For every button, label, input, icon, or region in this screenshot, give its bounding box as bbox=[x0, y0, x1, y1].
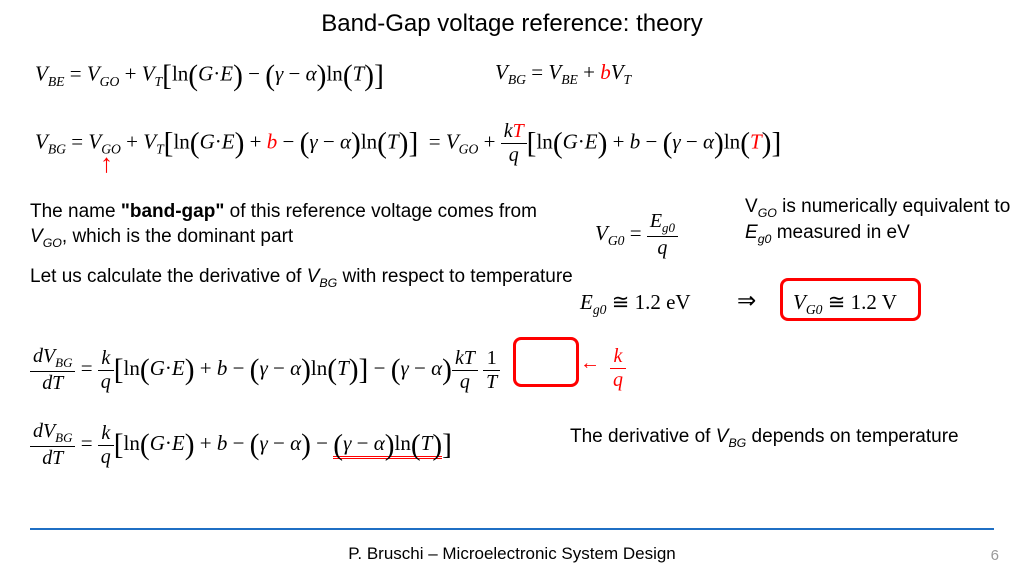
label-kq: kq bbox=[610, 345, 626, 392]
eq-vbg-expand: VBG = VGO + VT[ln(G·E) + b − (γ − α)ln(T… bbox=[35, 120, 781, 167]
eq-vg0: VG0 = Eg0q bbox=[595, 210, 678, 260]
arrow-kq: ← bbox=[580, 352, 600, 375]
eq-eg0-approx: Eg0 ≅ 1.2 eV bbox=[580, 290, 691, 318]
eq-dvbg2: dVBGdT = kq[ln(G·E) + b − (γ − α) − (γ −… bbox=[30, 420, 452, 470]
footer-text: P. Bruschi – Microelectronic System Desi… bbox=[0, 544, 1024, 564]
eq-vbe: VBE = VGO + VT[ln(G·E) − (γ − α)ln(T)] bbox=[35, 60, 384, 93]
eq-vg0-approx: VG0 ≅ 1.2 V bbox=[793, 290, 897, 318]
arrow-vgo: ↑ bbox=[100, 148, 113, 179]
eq-vbg-def: VBG = VBE + bVT bbox=[495, 60, 631, 88]
eq-dvbg1: dVBGdT = kq[ln(G·E) + b − (γ − α)ln(T)] … bbox=[30, 345, 500, 395]
footer-divider bbox=[30, 528, 994, 530]
text-vgo-equiv: VGO is numerically equivalent to Eg0 mea… bbox=[745, 195, 1010, 247]
box-kt-q bbox=[513, 337, 579, 387]
text-derivative: Let us calculate the derivative of VBG w… bbox=[30, 265, 573, 291]
page-number: 6 bbox=[991, 547, 999, 564]
text-depends: The derivative of VBG depends on tempera… bbox=[570, 425, 959, 451]
text-bandgap-name: The name "band-gap" of this reference vo… bbox=[30, 200, 537, 251]
slide-title: Band-Gap voltage reference: theory bbox=[0, 0, 1024, 38]
arrow-implies: ⇒ bbox=[737, 288, 756, 314]
